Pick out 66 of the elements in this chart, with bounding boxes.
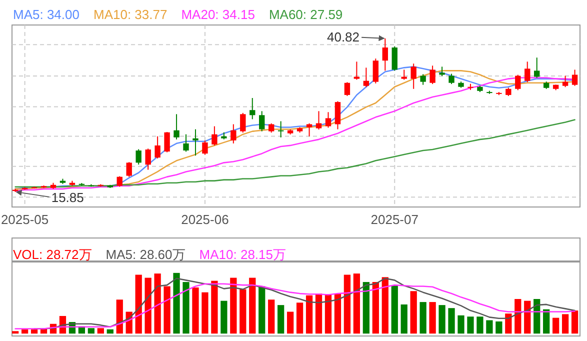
bar <box>334 294 342 334</box>
bar <box>315 294 322 334</box>
annotation: 15.85 <box>51 190 84 205</box>
bar <box>12 331 19 334</box>
bar <box>202 292 208 334</box>
bar <box>571 310 578 334</box>
bar <box>211 280 218 334</box>
bar <box>278 305 284 334</box>
bar <box>286 312 294 334</box>
bar <box>306 295 313 334</box>
bar <box>429 302 436 334</box>
bar <box>524 300 531 334</box>
series-label: MA10: 28.15万 <box>199 247 286 262</box>
bar <box>106 329 114 334</box>
bar <box>21 329 28 334</box>
bar <box>362 282 370 334</box>
bar <box>116 300 123 334</box>
bar <box>562 314 569 334</box>
bar <box>410 291 417 334</box>
text: MA10: 33.77 <box>94 7 168 22</box>
bar <box>514 299 522 334</box>
text: VOL: 28.72万 <box>13 247 92 262</box>
bar <box>249 278 256 334</box>
bar <box>144 278 152 334</box>
bar <box>154 274 161 334</box>
bar <box>438 305 446 334</box>
bar <box>97 328 104 334</box>
bar <box>458 315 464 334</box>
bar <box>268 300 275 334</box>
bar <box>258 286 266 334</box>
bar <box>192 287 199 334</box>
bar <box>467 316 474 334</box>
bar <box>240 289 246 334</box>
annotation: 40.82 <box>326 29 360 44</box>
bar <box>382 277 388 334</box>
x-tick-label: 2025-05 <box>0 212 49 227</box>
bar <box>324 294 332 334</box>
text: MA60: 27.59 <box>268 7 343 22</box>
bar <box>353 274 360 334</box>
bar <box>135 274 142 334</box>
bar <box>505 314 512 334</box>
bar <box>220 300 228 334</box>
bar <box>543 309 550 334</box>
bar <box>496 321 502 334</box>
bar <box>30 329 38 334</box>
bar <box>391 285 398 334</box>
bar <box>344 274 351 334</box>
bar <box>448 308 455 334</box>
text: MA5: 34.00 <box>13 7 80 22</box>
bar <box>173 272 180 334</box>
bar <box>486 320 493 334</box>
bar <box>476 316 484 334</box>
bar <box>296 302 304 334</box>
series-label: MA5: 28.60万 <box>106 247 186 262</box>
text: MA20: 34.15 <box>181 7 255 22</box>
x-tick-label: 2025-06 <box>181 212 229 227</box>
bar <box>552 318 560 334</box>
bar <box>420 302 426 334</box>
bar <box>400 304 408 334</box>
bar <box>88 328 94 334</box>
bar <box>230 278 237 334</box>
bar <box>372 282 379 334</box>
bar <box>164 286 170 334</box>
bar <box>182 282 190 334</box>
bar <box>534 299 540 334</box>
x-tick-label: 2025-07 <box>370 212 418 227</box>
